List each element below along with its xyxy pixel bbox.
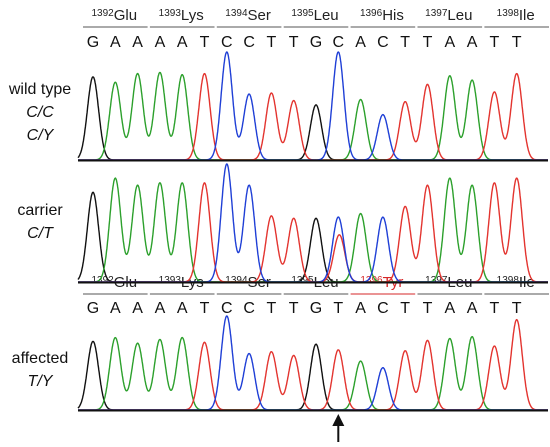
base-letter: T (400, 300, 410, 317)
base-letter: T (267, 300, 277, 317)
genotype-label: T/Y (27, 373, 53, 390)
base-letter: T (289, 34, 299, 51)
base-letter: T (423, 300, 433, 317)
trace-wild-type (77, 51, 548, 162)
base-letter: G (310, 300, 322, 317)
base-letter: A (444, 300, 455, 317)
trace-carrier (77, 163, 548, 284)
trace-channel-G (77, 340, 548, 411)
base-letter: A (110, 300, 121, 317)
row-label-wild-type: wild type C/C C/Y (0, 78, 80, 147)
base-letter: T (200, 34, 210, 51)
trace-channel-T (78, 72, 548, 161)
mutation-arrow-icon (332, 414, 345, 442)
base-letter: T (512, 34, 522, 51)
base-letter: A (132, 300, 143, 317)
base-letter: A (177, 300, 188, 317)
codon-label-1396: 1396His (360, 7, 404, 24)
codon-label-1398: 1398Ile (497, 7, 535, 24)
trace-affected (77, 315, 548, 412)
base-letter: T (512, 300, 522, 317)
codon-label-1392: 1392Glu (92, 7, 138, 24)
codon-label-1395: 1395Leu (291, 7, 338, 24)
top-sequence-header: 1392Glu 1393Lys 1394Ser 1395Leu 1396His 1397L… (83, 7, 549, 51)
row-name: carrier (17, 202, 63, 219)
row-label-carrier: carrier C/T (0, 199, 80, 245)
base-letter: C (221, 300, 233, 317)
row-name: wild type (8, 81, 72, 98)
base-letter: C (377, 34, 389, 51)
row-name: affected (11, 350, 69, 367)
base-letter: C (243, 300, 255, 317)
base-letter: T (289, 300, 299, 317)
base-letter: T (400, 34, 410, 51)
base-letter: A (110, 34, 121, 51)
codon-label-1397: 1397Leu (425, 7, 472, 24)
base-letter: G (310, 34, 322, 51)
base-letter: A (467, 300, 478, 317)
base-letter: G (87, 34, 99, 51)
genotype-label: C/Y (26, 127, 54, 144)
base-letter: T (423, 34, 433, 51)
base-letter: T (333, 300, 343, 317)
codon-label-1393: 1393Lys (159, 7, 204, 24)
base-letter: T (200, 300, 210, 317)
base-letter: T (267, 34, 277, 51)
base-letter: C (377, 300, 389, 317)
base-letter: A (155, 300, 166, 317)
base-letter: A (177, 34, 188, 51)
row-label-affected: affected T/Y (0, 347, 80, 393)
trace-channel-A (78, 71, 548, 161)
base-letter: A (155, 34, 166, 51)
trace-channel-A (78, 335, 548, 411)
codon-label-1394: 1394Ser (225, 7, 271, 24)
base-letter: A (467, 34, 478, 51)
base-letter: T (490, 34, 500, 51)
genotype-label: C/T (27, 225, 53, 242)
base-letter: A (355, 34, 366, 51)
trace-channel-G (77, 76, 548, 161)
base-letter: C (243, 34, 255, 51)
trace-rows (77, 51, 548, 412)
trace-channel-G (77, 191, 548, 283)
base-letter: G (87, 300, 99, 317)
base-letter: A (444, 34, 455, 51)
base-letter: C (221, 34, 233, 51)
base-letter: C (333, 34, 345, 51)
base-letter: A (132, 34, 143, 51)
genotype-label: C/C (26, 104, 54, 121)
base-letter: A (355, 300, 366, 317)
base-letter: T (490, 300, 500, 317)
